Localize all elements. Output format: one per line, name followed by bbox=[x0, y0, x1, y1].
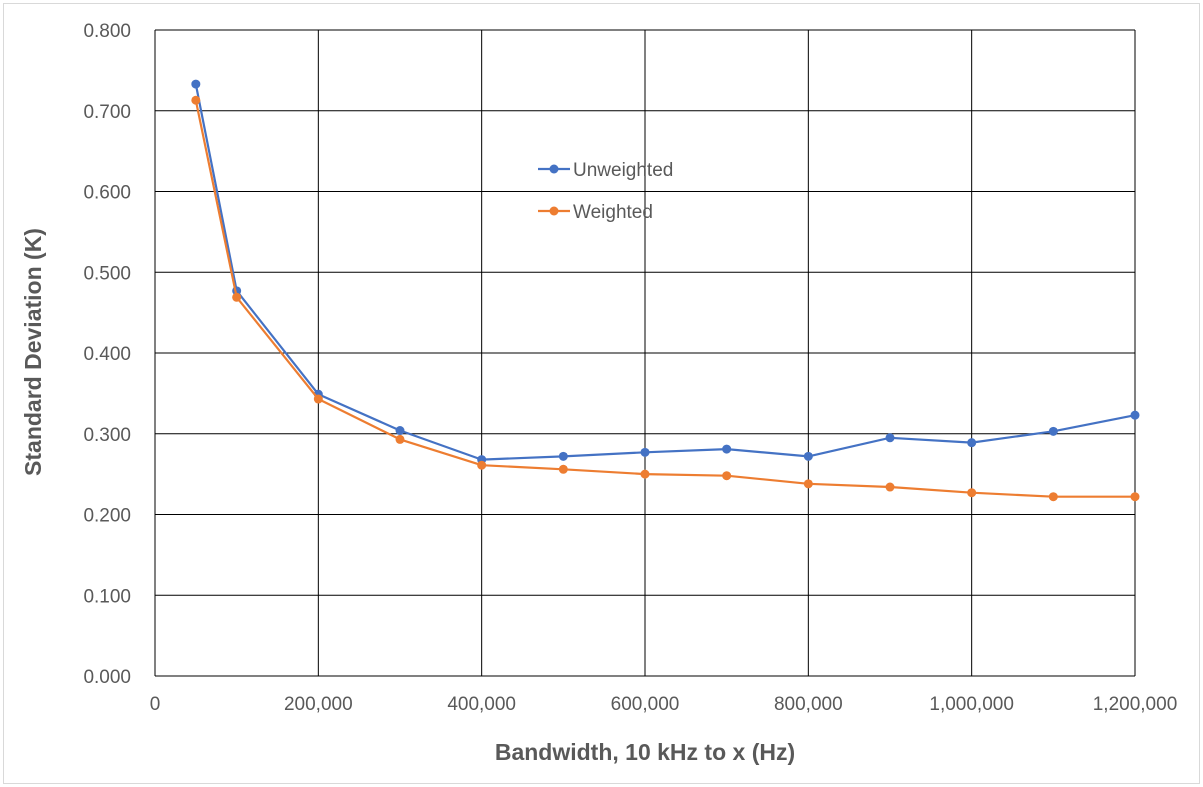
x-tick-label: 400,000 bbox=[447, 694, 516, 715]
data-point bbox=[232, 292, 242, 302]
data-point bbox=[885, 433, 895, 443]
data-point bbox=[967, 438, 977, 448]
y-tick-label: 0.400 bbox=[83, 344, 131, 365]
legend-item-unweighted: Unweighted bbox=[538, 160, 673, 181]
data-point bbox=[395, 434, 405, 444]
y-tick-label: 0.600 bbox=[83, 183, 131, 204]
y-tick-label: 0.200 bbox=[83, 506, 131, 527]
chart-frame bbox=[3, 3, 1200, 784]
x-tick-label: 600,000 bbox=[611, 694, 680, 715]
gridlines bbox=[155, 29, 1136, 676]
data-point bbox=[885, 482, 895, 492]
y-tick-label: 0.100 bbox=[83, 586, 131, 607]
legend-swatch-marker bbox=[549, 206, 559, 216]
x-tick-label: 800,000 bbox=[774, 694, 843, 715]
data-point bbox=[395, 426, 405, 436]
y-tick-label: 0.300 bbox=[83, 425, 131, 446]
y-axis-title: Standard Deviation (K) bbox=[20, 228, 46, 476]
data-point bbox=[558, 464, 568, 474]
y-tick-label: 0.700 bbox=[83, 102, 131, 123]
y-tick-label: 0.800 bbox=[83, 21, 131, 42]
data-point bbox=[1048, 426, 1058, 436]
data-point bbox=[191, 79, 201, 89]
legend-label: Unweighted bbox=[573, 160, 673, 181]
data-point bbox=[477, 460, 487, 470]
legend-item-weighted: Weighted bbox=[538, 202, 653, 223]
x-tick-labels: 0 200,000 400,000 600,000 800,000 1,000,000 1,… bbox=[150, 694, 1178, 715]
x-tick-label: 0 bbox=[150, 694, 161, 715]
data-point bbox=[1048, 492, 1058, 502]
data-point bbox=[558, 451, 568, 461]
y-tick-label: 0.500 bbox=[83, 263, 131, 284]
data-point bbox=[640, 447, 650, 457]
series-weighted bbox=[191, 95, 1140, 502]
data-point bbox=[803, 451, 813, 461]
data-point bbox=[803, 479, 813, 489]
legend-label: Weighted bbox=[573, 202, 653, 223]
x-tick-label: 200,000 bbox=[284, 694, 353, 715]
data-point bbox=[191, 95, 201, 105]
y-tick-label: 0.000 bbox=[83, 667, 131, 688]
series-unweighted bbox=[191, 79, 1140, 465]
y-tick-labels: 0.000 0.100 0.200 0.300 0.400 0.500 0.600 0.700… bbox=[83, 21, 131, 688]
x-axis-title: Bandwidth, 10 kHz to x (Hz) bbox=[495, 739, 795, 765]
data-point bbox=[967, 488, 977, 498]
legend: Unweighted Weighted bbox=[538, 160, 673, 223]
data-point bbox=[722, 471, 732, 481]
x-tick-label: 1,200,000 bbox=[1093, 694, 1178, 715]
data-point bbox=[722, 444, 732, 454]
x-tick-label: 1,000,000 bbox=[929, 694, 1014, 715]
axes bbox=[154, 30, 1135, 677]
data-point bbox=[1130, 492, 1140, 502]
series-layer bbox=[191, 79, 1140, 502]
data-point bbox=[1130, 410, 1140, 420]
data-point bbox=[640, 469, 650, 479]
data-point bbox=[313, 394, 323, 404]
legend-swatch-marker bbox=[549, 164, 559, 174]
